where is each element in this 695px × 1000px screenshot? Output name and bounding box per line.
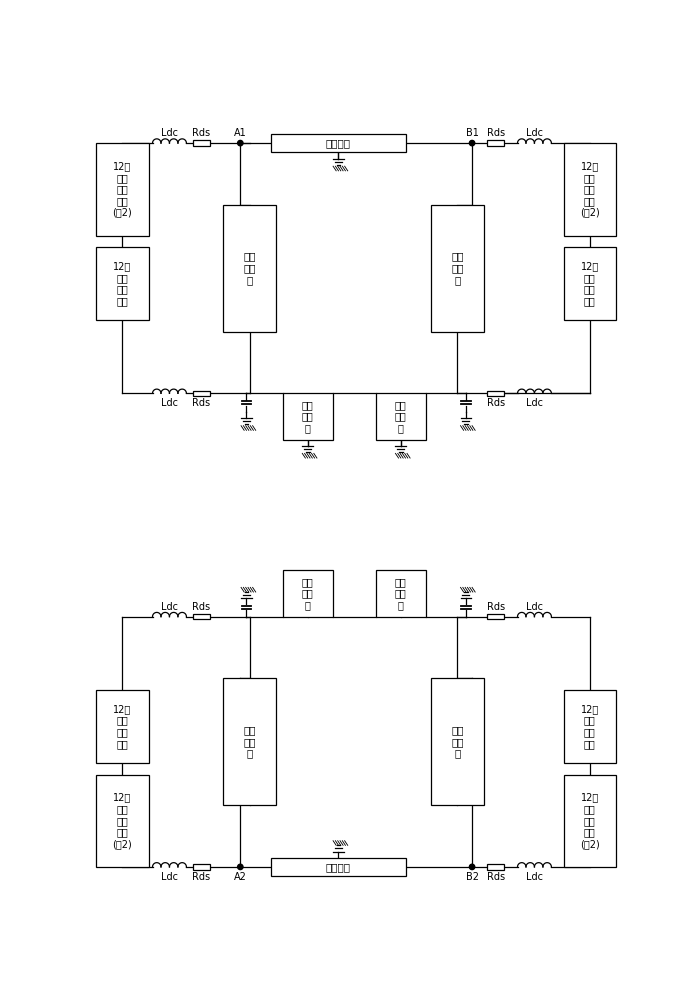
Bar <box>283 393 333 440</box>
Text: 12脉
动换
流阀
模型: 12脉 动换 流阀 模型 <box>113 261 131 306</box>
Bar <box>193 140 209 146</box>
Text: 直流
滤波
器: 直流 滤波 器 <box>451 252 464 285</box>
Text: 12脉
动换
流阀
模型
(图2): 12脉 动换 流阀 模型 (图2) <box>113 161 132 218</box>
Text: Rds: Rds <box>487 872 505 882</box>
Circle shape <box>238 140 243 146</box>
Bar <box>271 134 406 152</box>
Text: 接地
极线
路: 接地 极线 路 <box>302 577 313 610</box>
Bar <box>564 247 616 320</box>
Bar <box>487 391 505 396</box>
Bar <box>223 678 276 805</box>
Text: B2: B2 <box>466 872 479 882</box>
Text: 12脉
动换
流阀
模型: 12脉 动换 流阀 模型 <box>581 261 599 306</box>
Text: 12脉
动换
流阀
模型: 12脉 动换 流阀 模型 <box>113 704 131 749</box>
Bar <box>193 614 209 619</box>
Text: B1: B1 <box>466 128 479 138</box>
Bar <box>97 774 149 867</box>
Text: Ldc: Ldc <box>526 872 543 882</box>
Text: Rds: Rds <box>192 398 210 408</box>
Text: Ldc: Ldc <box>526 602 543 612</box>
Bar <box>564 690 616 763</box>
Text: Ldc: Ldc <box>161 872 178 882</box>
Text: Rds: Rds <box>192 872 210 882</box>
Text: Rds: Rds <box>487 128 505 138</box>
Circle shape <box>238 864 243 870</box>
Text: 接地
极线
路: 接地 极线 路 <box>395 400 407 433</box>
Bar <box>376 570 426 617</box>
Text: A1: A1 <box>234 128 247 138</box>
Text: 12脉
动换
流阀
模型
(图2): 12脉 动换 流阀 模型 (图2) <box>580 792 600 849</box>
Text: 接地
极线
路: 接地 极线 路 <box>302 400 313 433</box>
Text: A2: A2 <box>234 872 247 882</box>
Bar <box>193 864 209 870</box>
Bar <box>223 205 276 332</box>
Text: Ldc: Ldc <box>526 398 543 408</box>
Text: Rds: Rds <box>487 398 505 408</box>
Text: 12脉
动换
流阀
模型
(图2): 12脉 动换 流阀 模型 (图2) <box>113 792 132 849</box>
Bar <box>564 143 616 235</box>
Circle shape <box>469 140 475 146</box>
Bar <box>271 858 406 876</box>
Bar <box>432 205 484 332</box>
Text: 接地
极线
路: 接地 极线 路 <box>395 577 407 610</box>
Bar <box>193 391 209 396</box>
Circle shape <box>469 864 475 870</box>
Text: 12脉
动换
流阀
模型
(图2): 12脉 动换 流阀 模型 (图2) <box>580 161 600 218</box>
Text: Ldc: Ldc <box>161 398 178 408</box>
Bar <box>432 678 484 805</box>
Text: Ldc: Ldc <box>526 128 543 138</box>
Text: 直流
滤波
器: 直流 滤波 器 <box>243 252 256 285</box>
Bar <box>564 774 616 867</box>
Text: 12脉
动换
流阀
模型: 12脉 动换 流阀 模型 <box>581 704 599 749</box>
Bar <box>97 143 149 235</box>
Text: Ldc: Ldc <box>161 128 178 138</box>
Bar <box>487 614 505 619</box>
Text: 直流
滤波
器: 直流 滤波 器 <box>243 725 256 758</box>
Bar <box>376 393 426 440</box>
Text: Rds: Rds <box>192 602 210 612</box>
Bar <box>487 864 505 870</box>
Bar <box>97 690 149 763</box>
Bar <box>97 247 149 320</box>
Bar <box>487 140 505 146</box>
Text: Rds: Rds <box>487 602 505 612</box>
Text: Rds: Rds <box>192 128 210 138</box>
Text: Ldc: Ldc <box>161 602 178 612</box>
Bar <box>283 570 333 617</box>
Text: 直流
滤波
器: 直流 滤波 器 <box>451 725 464 758</box>
Text: 直流线路: 直流线路 <box>326 138 351 148</box>
Text: 直流线路: 直流线路 <box>326 862 351 872</box>
